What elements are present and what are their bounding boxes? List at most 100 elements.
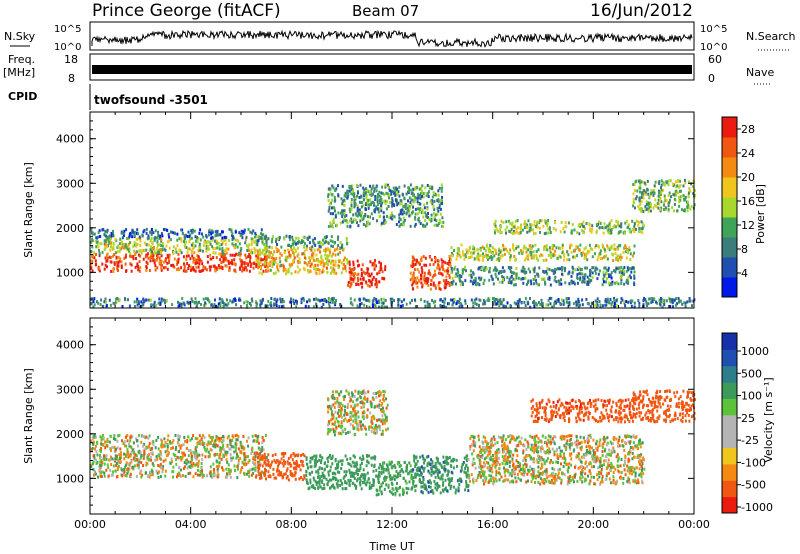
- velocity-cell: [253, 462, 256, 466]
- power-cell: [191, 254, 194, 258]
- power-cell: [687, 200, 689, 204]
- power-cell: [493, 297, 496, 300]
- velocity-cell: [119, 453, 122, 457]
- velocity-cell: [106, 444, 109, 448]
- power-cell: [133, 243, 136, 247]
- power-cell: [602, 277, 605, 281]
- velocity-cell: [175, 462, 178, 466]
- power-cell: [585, 252, 588, 256]
- velocity-cell: [123, 440, 126, 444]
- power-cell: [205, 249, 208, 253]
- power-cell: [434, 273, 436, 277]
- power-cell: [543, 219, 546, 222]
- power-cell: [421, 191, 424, 195]
- power-cell: [638, 220, 640, 224]
- power-cell: [652, 193, 655, 197]
- velocity-cell: [289, 473, 292, 476]
- power-cell: [422, 277, 425, 281]
- power-cell: [594, 303, 597, 307]
- power-cell: [234, 242, 237, 246]
- power-cell: [582, 231, 585, 235]
- power-cell: [246, 249, 249, 252]
- power-cell: [357, 279, 360, 283]
- velocity-cell: [135, 437, 138, 441]
- power-cell: [188, 264, 190, 268]
- power-cell: [687, 205, 690, 209]
- velocity-cell: [257, 441, 260, 445]
- velocity-cell: [103, 471, 106, 475]
- power-cell: [364, 272, 367, 276]
- power-cell: [375, 285, 378, 289]
- velocity-cell: [294, 454, 297, 458]
- velocity-cell: [348, 471, 351, 475]
- power-cell: [387, 204, 390, 208]
- power-cell: [518, 299, 521, 303]
- power-cell: [273, 298, 276, 302]
- power-cell: [149, 230, 152, 234]
- power-cell: [415, 258, 418, 262]
- velocity-cell: [179, 446, 182, 450]
- power-cell: [360, 281, 362, 285]
- power-cell: [334, 253, 337, 257]
- power-cell: [556, 267, 559, 271]
- power-cell: [533, 270, 536, 274]
- power-cell: [678, 299, 681, 303]
- velocity-cell: [270, 463, 273, 467]
- velocity-cell: [197, 464, 200, 468]
- power-cell: [492, 302, 495, 306]
- power-cell: [113, 253, 116, 257]
- power-cell: [459, 255, 462, 259]
- power-cell: [391, 217, 394, 221]
- power-cell: [262, 233, 265, 237]
- power-cell: [350, 188, 353, 192]
- power-cell: [513, 248, 516, 252]
- power-cell: [601, 243, 604, 247]
- power-cell: [612, 253, 615, 257]
- power-cell: [250, 237, 253, 241]
- velocity-cell: [111, 445, 114, 449]
- power-cell: [374, 304, 377, 308]
- velocity-cell: [246, 439, 248, 443]
- power-cell: [419, 192, 422, 195]
- velocity-cell: [267, 458, 270, 462]
- power-cell: [344, 266, 347, 270]
- power-cell: [626, 278, 628, 282]
- power-cell: [672, 193, 675, 196]
- velocity-cell: [201, 469, 203, 473]
- power-cell: [382, 221, 385, 225]
- power-cell: [407, 186, 410, 190]
- power-cell: [205, 241, 208, 245]
- power-cell: [300, 301, 303, 305]
- power-cell: [686, 300, 689, 304]
- power-cell: [274, 271, 277, 275]
- power-cell: [380, 262, 382, 266]
- power-cell: [616, 254, 619, 258]
- velocity-cell: [276, 459, 279, 463]
- velocity-cell: [99, 453, 101, 457]
- power-cell: [597, 272, 600, 276]
- power-cell: [216, 233, 219, 237]
- power-cell: [448, 257, 451, 261]
- velocity-cell: [339, 479, 342, 482]
- power-cell: [399, 212, 402, 216]
- power-x-ticks: [89, 112, 695, 308]
- velocity-cell: [291, 472, 294, 476]
- power-cell: [165, 244, 168, 248]
- power-cell: [472, 245, 475, 249]
- power-cell: [404, 207, 407, 211]
- velocity-cell: [161, 468, 164, 471]
- power-cell: [408, 207, 411, 211]
- power-cell: [366, 223, 369, 227]
- power-cell: [470, 298, 473, 302]
- power-cell: [509, 248, 512, 252]
- power-cell: [331, 198, 334, 202]
- power-cell: [340, 211, 342, 215]
- power-cell: [425, 277, 428, 280]
- power-cell: [675, 189, 678, 193]
- velocity-cell: [164, 441, 167, 445]
- nsky-label: N.Sky: [4, 30, 36, 43]
- power-cell: [601, 304, 604, 308]
- power-cell: [625, 256, 628, 260]
- velocity-cell: [289, 470, 292, 473]
- power-cell: [414, 196, 416, 199]
